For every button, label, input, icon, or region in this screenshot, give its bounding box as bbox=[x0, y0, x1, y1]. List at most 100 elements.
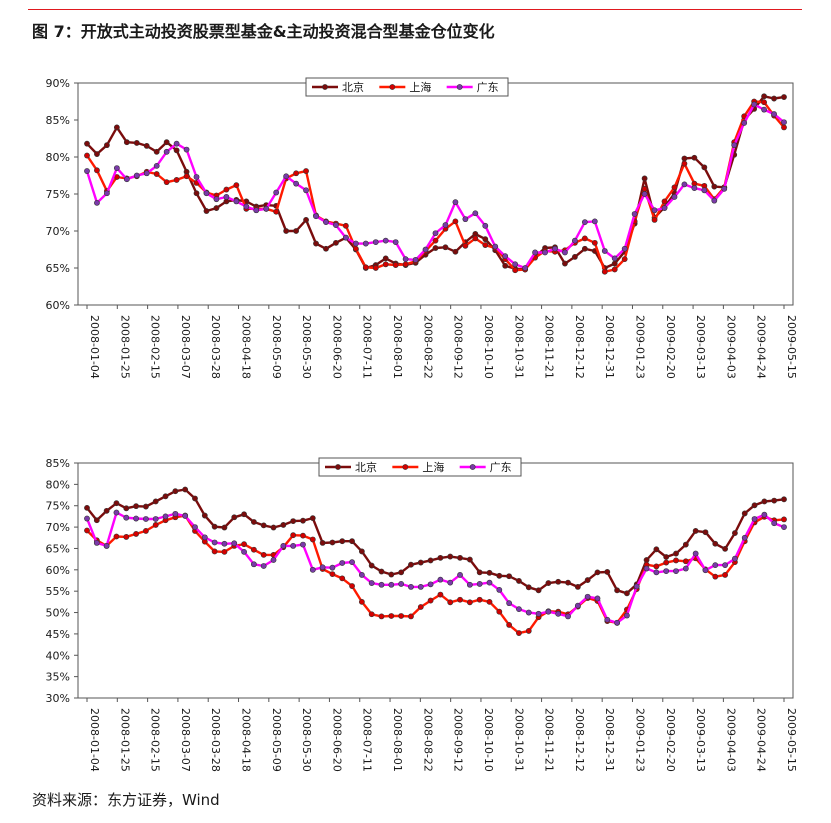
x-tick-label: 2008-12-31 bbox=[603, 315, 616, 379]
x-tick-label: 2009-02-20 bbox=[664, 315, 677, 379]
series-2-point bbox=[323, 219, 329, 226]
series-0-point bbox=[339, 538, 346, 545]
series-2-point bbox=[651, 207, 658, 214]
series-1-point bbox=[293, 170, 299, 177]
x-tick-label: 2008-08-01 bbox=[391, 315, 404, 379]
series-1-point bbox=[486, 598, 493, 605]
series-2-point bbox=[243, 203, 250, 210]
series-2-point bbox=[492, 243, 499, 250]
series-2-point bbox=[113, 165, 120, 171]
series-0-point bbox=[545, 580, 552, 586]
series-0-point bbox=[358, 548, 365, 555]
series-2-point bbox=[233, 198, 240, 205]
series-2-point bbox=[552, 245, 558, 252]
series-0-point bbox=[133, 503, 139, 510]
series-0-point bbox=[113, 500, 120, 507]
series-0-point bbox=[113, 124, 120, 131]
series-1-point bbox=[601, 268, 608, 275]
y-tick-label: 70% bbox=[46, 225, 70, 238]
series-2-point bbox=[319, 564, 326, 571]
series-0-point bbox=[201, 512, 208, 519]
series-0-point bbox=[133, 140, 140, 146]
series-1-point bbox=[761, 99, 767, 106]
series-0-point bbox=[771, 95, 777, 102]
series-2-point bbox=[604, 616, 611, 623]
series-1-point bbox=[447, 599, 454, 606]
x-tick-label: 2009-04-03 bbox=[724, 315, 737, 379]
series-1-point bbox=[651, 216, 658, 223]
series-2-point bbox=[731, 142, 738, 149]
series-2-point bbox=[624, 612, 630, 619]
series-2-point bbox=[692, 550, 699, 557]
series-1-point bbox=[123, 534, 130, 540]
series-2-point bbox=[84, 515, 90, 522]
series-1-point bbox=[437, 591, 444, 598]
series-0-point bbox=[84, 140, 90, 147]
series-0-point bbox=[323, 245, 329, 252]
series-2-point bbox=[260, 563, 267, 569]
series-0-point bbox=[457, 554, 463, 561]
series-2-point bbox=[751, 101, 758, 108]
series-0-point bbox=[143, 142, 150, 149]
figure-title: 图 7：开放式主动投资股票型基金&主动投资混合型基金仓位变化 bbox=[32, 22, 495, 41]
series-0-point bbox=[452, 248, 459, 255]
series-1-point bbox=[432, 237, 439, 244]
series-2-point bbox=[673, 568, 679, 574]
series-1-point bbox=[368, 611, 375, 618]
series-0-point bbox=[152, 498, 159, 505]
series-2-point bbox=[562, 249, 568, 256]
series-2-point bbox=[104, 190, 110, 197]
series-0-point bbox=[781, 496, 787, 503]
series-0-point bbox=[309, 515, 316, 522]
series-line-0 bbox=[86, 95, 785, 271]
series-2-point bbox=[761, 511, 768, 518]
series-2-point bbox=[722, 562, 728, 569]
y-tick-label: 60% bbox=[46, 299, 70, 312]
series-2-point bbox=[532, 249, 538, 256]
series-1-point bbox=[309, 536, 316, 543]
series-1-point bbox=[671, 184, 678, 191]
series-2-point bbox=[173, 140, 180, 147]
series-0-point bbox=[624, 590, 630, 597]
x-tick-label: 2008-02-15 bbox=[149, 708, 162, 772]
series-2-point bbox=[280, 542, 287, 549]
x-tick-label: 2008-03-28 bbox=[209, 708, 222, 772]
series-0-point bbox=[427, 557, 434, 564]
y-tick-label: 80% bbox=[46, 478, 70, 491]
series-1-point bbox=[153, 171, 160, 177]
x-tick-label: 2008-08-22 bbox=[421, 315, 434, 379]
series-0-point bbox=[241, 511, 247, 518]
series-1-point bbox=[329, 571, 336, 577]
series-2-point bbox=[643, 565, 650, 572]
series-2-point bbox=[661, 205, 668, 211]
series-1-point bbox=[641, 185, 648, 192]
series-0-point bbox=[143, 503, 149, 510]
series-0-point bbox=[382, 255, 389, 262]
y-tick-label: 70% bbox=[46, 521, 70, 534]
series-1-point bbox=[352, 245, 359, 252]
series-0-point bbox=[502, 262, 509, 269]
series-0-point bbox=[231, 514, 238, 521]
series-2-point bbox=[555, 610, 562, 617]
series-2-point bbox=[103, 542, 110, 549]
series-0-point bbox=[447, 553, 454, 560]
x-tick-label: 2008-08-22 bbox=[421, 708, 434, 772]
series-0-point bbox=[761, 93, 767, 100]
x-tick-label: 2008-04-18 bbox=[240, 708, 253, 772]
series-2-point bbox=[313, 213, 319, 220]
series-1-point bbox=[84, 152, 90, 159]
series-1-point bbox=[382, 261, 389, 268]
x-tick-label: 2009-04-24 bbox=[755, 708, 768, 772]
series-1-point bbox=[417, 604, 424, 610]
series-2-point bbox=[663, 568, 670, 574]
series-0-point bbox=[574, 584, 581, 590]
series-0-point bbox=[417, 559, 424, 566]
series-2-point bbox=[741, 534, 748, 541]
series-2-point bbox=[422, 246, 429, 253]
series-1-point bbox=[349, 583, 355, 589]
series-2-point bbox=[631, 211, 638, 217]
series-0-point bbox=[408, 561, 414, 568]
series-2-point bbox=[283, 173, 290, 180]
y-tick-label: 75% bbox=[46, 188, 70, 201]
